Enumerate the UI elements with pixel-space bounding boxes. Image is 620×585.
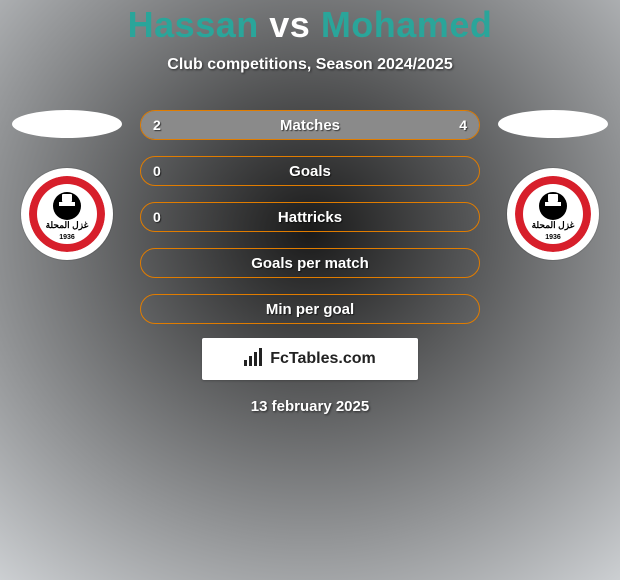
right-player-oval	[498, 110, 608, 138]
stat-bar-fill-right	[253, 111, 479, 139]
content-wrapper: Hassan vs Mohamed Club competitions, Sea…	[0, 0, 620, 580]
stat-label: Goals	[141, 157, 479, 185]
stat-value-right: 4	[459, 111, 467, 139]
stat-bar: 24Matches	[140, 110, 480, 140]
stat-bar: 0Goals	[140, 156, 480, 186]
stat-bar: 0Hattricks	[140, 202, 480, 232]
stat-bar: Goals per match	[140, 248, 480, 278]
svg-text:غزل المحلة: غزل المحلة	[46, 220, 89, 231]
title-player1: Hassan	[128, 4, 259, 45]
title-player2: Mohamed	[321, 4, 493, 45]
comparison-row: غزل المحلة 1936 24Matches0Goals0Hattrick…	[0, 110, 620, 324]
stat-value-left: 0	[153, 203, 161, 231]
stat-value-left: 0	[153, 157, 161, 185]
subtitle: Club competitions, Season 2024/2025	[167, 56, 452, 74]
right-club-badge-inner: غزل المحلة 1936	[515, 176, 591, 252]
left-player-column: غزل المحلة 1936	[12, 110, 122, 260]
stat-label: Hattricks	[141, 203, 479, 231]
stats-bars: 24Matches0Goals0HattricksGoals per match…	[140, 110, 480, 324]
page-title: Hassan vs Mohamed	[128, 4, 493, 46]
footer-block: FcTables.com	[202, 338, 418, 380]
left-club-badge: غزل المحلة 1936	[21, 168, 113, 260]
title-vs: vs	[269, 4, 310, 45]
branding-text: FcTables.com	[270, 350, 376, 368]
stat-value-left: 2	[153, 111, 161, 139]
right-player-column: غزل المحلة 1936	[498, 110, 608, 260]
right-club-badge: غزل المحلة 1936	[507, 168, 599, 260]
left-player-oval	[12, 110, 122, 138]
stat-label: Goals per match	[141, 249, 479, 277]
branding-chart-icon	[244, 348, 266, 371]
svg-text:1936: 1936	[545, 234, 561, 241]
date-line: 13 february 2025	[251, 398, 369, 415]
left-club-badge-inner: غزل المحلة 1936	[29, 176, 105, 252]
stat-bar: Min per goal	[140, 294, 480, 324]
svg-text:غزل المحلة: غزل المحلة	[532, 220, 575, 231]
svg-text:1936: 1936	[59, 234, 75, 241]
branding-card: FcTables.com	[202, 338, 418, 380]
stat-label: Min per goal	[141, 295, 479, 323]
